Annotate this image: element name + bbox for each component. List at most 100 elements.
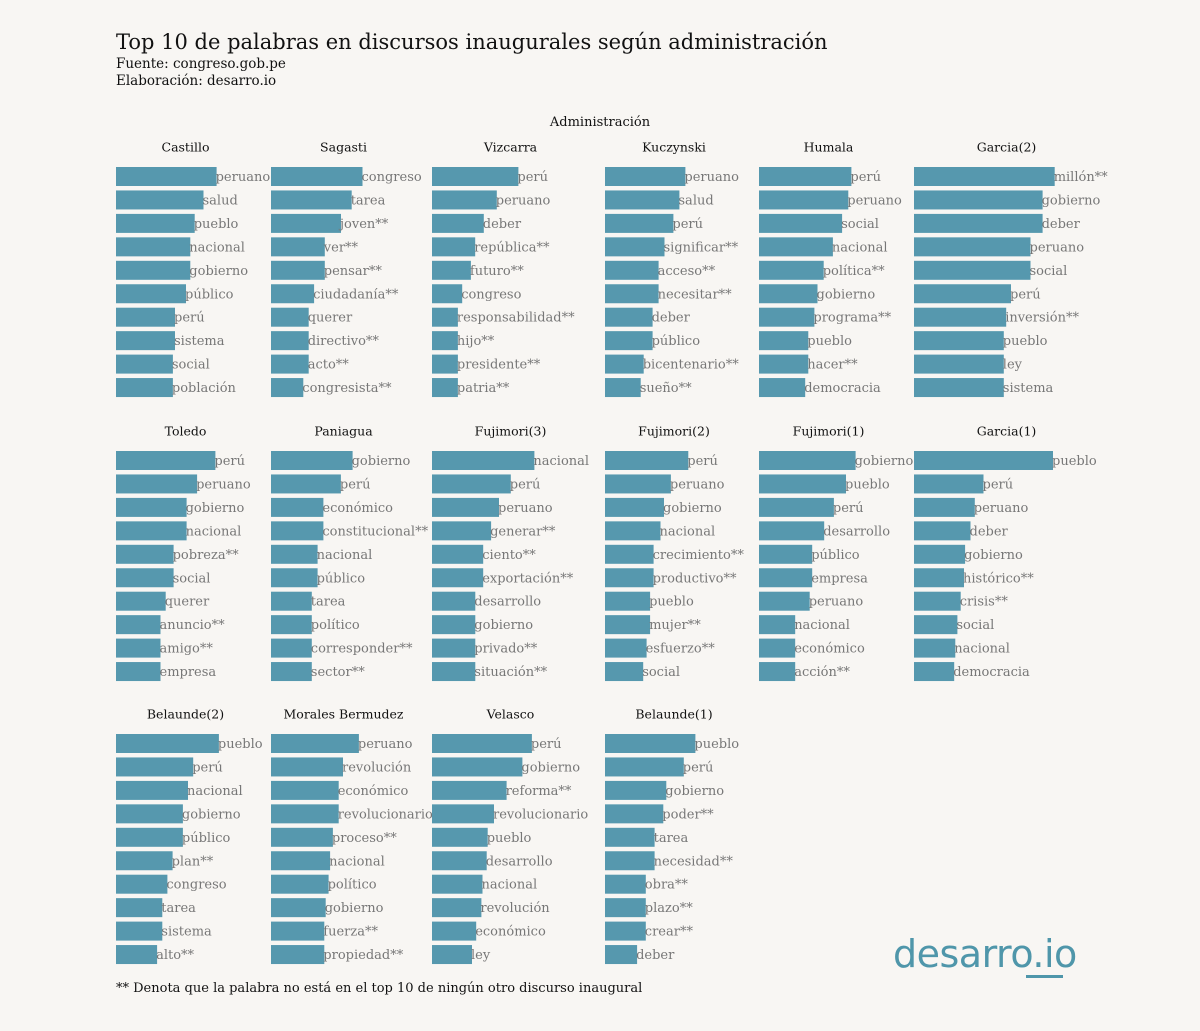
bar [759,213,843,233]
brand-logo: desarro.io [893,932,1077,976]
bar-label: pueblo [1052,454,1097,469]
bar-label: crisis** [960,595,1009,610]
bar-label: peruano [847,193,902,208]
footnote: ** Denota que la palabra no está en el t… [116,981,643,996]
facet-panel: Garcia(2) millón** gobierno deber peruano soc… [914,140,1108,398]
bar-label: plazo** [645,901,693,916]
bar-label: proceso** [332,831,397,846]
bar-label: público [182,831,231,846]
bar-label: sueño** [640,381,692,396]
bar-label: gobierno [964,548,1023,563]
bar-label: perú [192,760,223,775]
bar [116,451,216,470]
bar-label: democracia [804,381,881,396]
bar-label: público [652,334,701,349]
bar [914,331,1004,351]
facet-panel: Fujimori(3) nacional perú peruano generar** c… [432,424,589,682]
bar [605,945,638,965]
bar-label: empresa [811,571,868,586]
panel-title: Toledo [165,424,207,439]
panel-title: Belaunde(1) [635,707,712,722]
bar-label: perú [683,760,714,775]
bar [116,804,183,824]
bar [432,544,484,564]
bar-label: peruano [1030,240,1085,255]
facet-panel: Castillo peruano salud pueblo nacional gobier… [116,140,270,398]
bar [605,521,661,541]
bar [914,213,1043,233]
bar [116,521,187,541]
bar [605,307,653,327]
bar [914,568,964,588]
bar [605,378,641,398]
bar-label: esfuerzo** [646,642,716,657]
bar-label: revolución [480,901,550,916]
bar [432,591,476,611]
bar [605,451,689,470]
bar [271,237,325,257]
bar [759,568,813,588]
bar-label: constitucional** [322,524,428,539]
bar [605,615,651,635]
bar-label: nacional [660,524,716,539]
bar-label: público [317,571,366,586]
bar-label: alto** [156,948,194,963]
bar [432,497,499,517]
bar [914,378,1004,398]
bar [116,213,195,233]
bar-label: peruano [498,501,553,516]
bar [605,827,655,847]
bar [759,237,833,257]
chart-credit: Elaboración: desarro.io [116,73,277,89]
bar-label: congreso [362,170,422,185]
bar [759,167,852,186]
bar-label: deber [970,524,1009,539]
bar-label: nacional [187,784,243,799]
bar [116,497,187,517]
facet-panel: Morales Bermudez peruano revolución económi… [271,707,433,965]
bar-label: querer [308,311,353,326]
bar-label: peruano [809,595,864,610]
bar [432,568,484,588]
bar [271,568,318,588]
facet-panel: Toledo perú peruano gobierno nacional pobreza… [116,424,251,682]
bar [605,734,696,753]
bar-label: gobierno [186,501,245,516]
bar-label: congresista** [302,381,392,396]
bar-label: propiedad** [323,948,403,963]
bar [605,591,651,611]
bar [432,260,471,280]
bar-label: obra** [645,878,689,893]
bar-label: necesitar** [658,287,733,302]
bar [432,898,482,918]
bar-label: económico [794,642,865,657]
bar-label: necesidad** [654,854,734,869]
bar-label: deber [652,311,691,326]
bar [605,354,644,374]
bar [116,474,198,494]
logo-underline [1026,975,1063,978]
bar [914,497,975,517]
bar [271,260,325,280]
bar [271,734,359,753]
bar [605,638,647,658]
bar-label: gobierno [352,454,411,469]
bar [605,568,654,588]
bar [605,497,664,517]
bar [271,638,312,658]
bar-label: político [311,618,360,633]
bar-label: democracia [953,665,1030,680]
bar-label: pueblo [807,334,852,349]
facet-panel: Belaunde(2) pueblo perú nacional gobierno púb… [116,707,263,965]
bar [914,284,1011,304]
bar [432,945,472,965]
bar [432,331,458,351]
bar-label: joven** [338,217,389,232]
bar-label: exportación** [482,571,574,586]
bar-label: gobierno [1042,193,1101,208]
bar [605,474,671,494]
bar [914,354,1004,374]
bar [759,307,815,327]
panel-title: Sagasti [320,140,367,155]
